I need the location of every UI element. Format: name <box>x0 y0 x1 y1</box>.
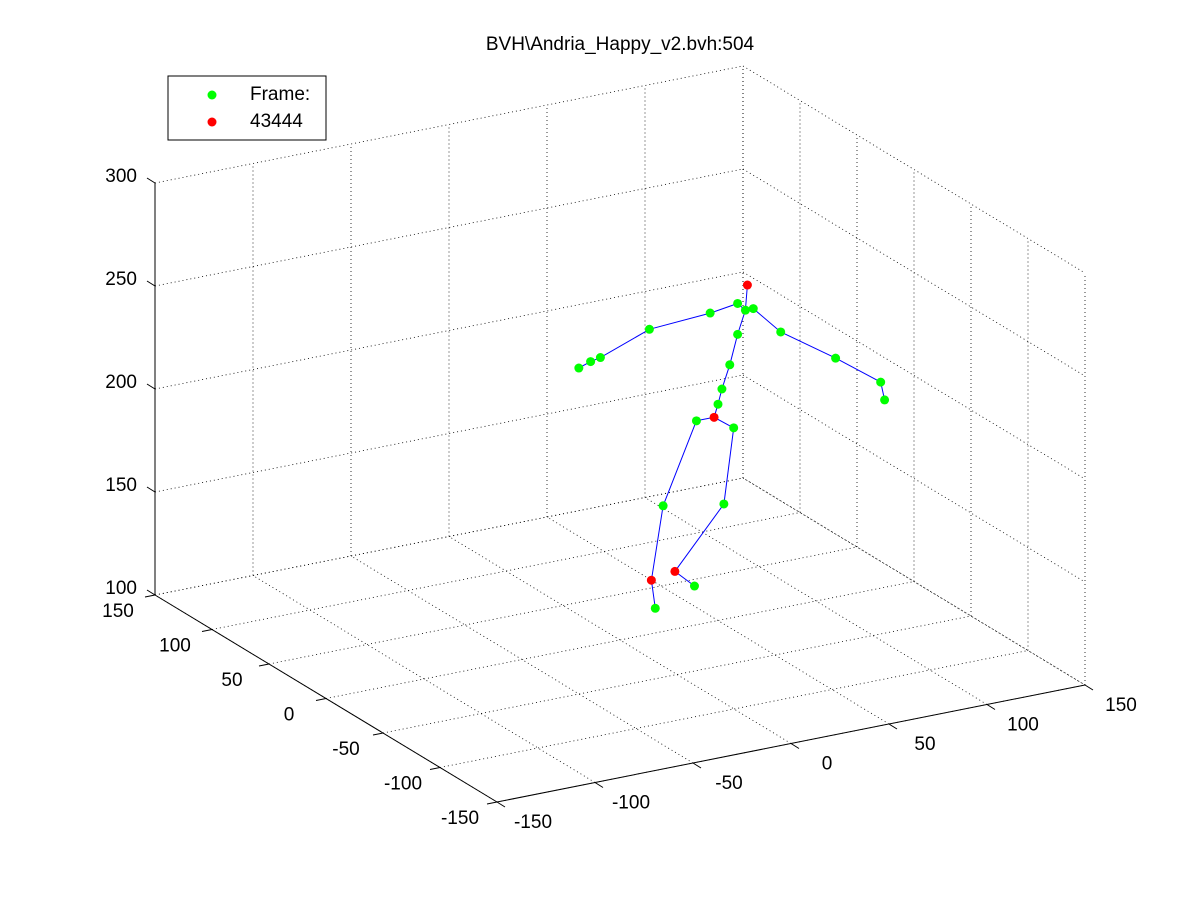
y-tick-label: -50 <box>332 739 359 760</box>
tick-mark <box>144 594 156 598</box>
joint-marker <box>880 395 890 405</box>
joint-marker <box>733 298 743 308</box>
tick-mark <box>1084 684 1094 691</box>
joint-marker <box>876 377 886 387</box>
tick-mark <box>986 704 996 710</box>
joint-marker <box>644 324 654 334</box>
z-tick-label: 100 <box>105 578 137 599</box>
legend-label: 43444 <box>250 111 303 132</box>
joint-marker <box>740 305 750 315</box>
joint-marker <box>670 566 680 576</box>
legend-box <box>167 75 327 141</box>
joint-marker <box>831 353 841 363</box>
chart-title: BVH\Andria_Happy_v2.bvh:504 <box>486 34 755 55</box>
joint-marker <box>691 416 701 426</box>
y-tick-label: 0 <box>284 705 295 726</box>
y-tick-label: 100 <box>159 636 191 657</box>
joint-marker <box>705 308 715 318</box>
tick-mark <box>692 762 702 769</box>
joint-marker <box>689 581 699 591</box>
y-tick-label: 50 <box>221 670 242 691</box>
joint-marker <box>776 327 786 337</box>
joint-marker <box>733 329 743 339</box>
z-tick-label: 200 <box>105 372 137 393</box>
joint-marker <box>725 360 735 370</box>
x-tick-label: -100 <box>612 793 650 814</box>
tick-mark <box>146 177 156 184</box>
joint-marker <box>713 399 723 409</box>
joint-marker <box>586 357 596 367</box>
joint-marker <box>748 304 758 314</box>
tick-mark <box>790 743 800 749</box>
tick-mark <box>258 663 270 667</box>
tick-mark <box>486 801 498 805</box>
z-tick-label: 150 <box>105 475 137 496</box>
joint-marker <box>729 423 739 433</box>
tick-mark <box>201 629 213 632</box>
tick-mark <box>146 589 156 596</box>
joint-marker <box>650 603 660 613</box>
x-tick-label: -150 <box>514 812 552 833</box>
tick-mark <box>315 698 327 701</box>
y-tick-label: 150 <box>102 601 134 622</box>
joint-marker <box>709 412 719 422</box>
joint-marker <box>574 363 584 373</box>
tick-mark <box>146 486 156 493</box>
x-tick-label: 0 <box>822 754 833 775</box>
tick-mark <box>496 801 506 808</box>
tick-mark <box>429 767 441 770</box>
tick-mark <box>372 732 384 736</box>
legend-marker <box>207 90 217 100</box>
joint-marker <box>595 353 605 363</box>
x-tick-label: 50 <box>914 734 935 755</box>
joint-marker <box>717 384 727 394</box>
z-tick-label: 250 <box>105 269 137 290</box>
joint-marker <box>658 501 668 511</box>
tick-mark <box>146 280 156 287</box>
legend-marker <box>207 117 217 127</box>
tick-mark <box>146 383 156 390</box>
x-tick-label: -50 <box>715 773 742 794</box>
x-tick-label: 100 <box>1007 715 1039 736</box>
tick-mark <box>594 782 604 788</box>
y-tick-label: -150 <box>441 808 479 829</box>
joint-marker <box>719 499 729 509</box>
x-tick-label: 150 <box>1105 695 1137 716</box>
y-tick-label: -100 <box>384 774 422 795</box>
joint-marker <box>646 575 656 585</box>
joint-marker <box>742 280 752 290</box>
legend-label: Frame: <box>250 84 310 105</box>
z-tick-label: 300 <box>105 166 137 187</box>
tick-mark <box>888 723 898 730</box>
